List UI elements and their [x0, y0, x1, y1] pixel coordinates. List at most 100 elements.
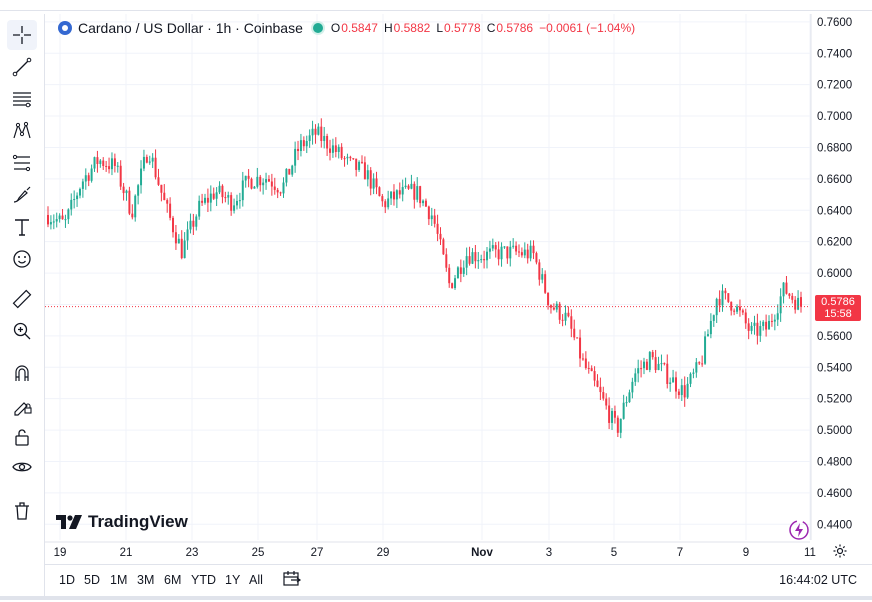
candle-body [532, 245, 535, 254]
candle-body [340, 146, 343, 159]
candle-body [448, 267, 451, 284]
candle-body [355, 158, 358, 170]
price-tick-label: 0.4400 [817, 519, 852, 531]
price-tick-label: 0.6800 [817, 142, 852, 154]
candle-body [674, 377, 677, 392]
candle-body [323, 135, 326, 141]
candle-body [721, 290, 724, 306]
ruler-icon[interactable] [7, 284, 37, 314]
candle-body [250, 178, 253, 189]
prediction-icon[interactable] [7, 148, 37, 178]
candle-body [782, 282, 785, 297]
candle-body [419, 186, 422, 204]
candle-body [648, 352, 651, 370]
candle-body [215, 192, 218, 199]
trash-icon[interactable] [7, 496, 37, 526]
candle-body [366, 170, 369, 180]
symbol-title[interactable]: Cardano / US Dollar · 1h · Coinbase [78, 20, 303, 36]
candle-body [517, 251, 520, 253]
range-6m[interactable]: 6M [164, 573, 182, 587]
candle-body [90, 168, 93, 181]
candle-body [483, 259, 486, 261]
text-icon[interactable] [7, 212, 37, 242]
candle-body [579, 337, 582, 359]
range-1d[interactable]: 1D [59, 573, 75, 587]
bottom-toolbar: 1D 5D 1M 3M 6M YTD 1Y All 16:44:02 UTC [45, 564, 872, 595]
emoji-icon[interactable] [7, 244, 37, 274]
candle-body [791, 295, 794, 300]
candle-body [218, 185, 221, 193]
time-tick-label: Nov [471, 547, 493, 559]
candle-body [797, 297, 800, 310]
candle-body [294, 148, 297, 166]
candle-body [326, 135, 329, 149]
candle-body [230, 195, 233, 211]
candle-body [422, 200, 425, 204]
time-tick-label: 25 [252, 547, 265, 559]
last-price-value: 0.5786 [821, 296, 855, 308]
pattern-icon[interactable] [7, 116, 37, 146]
range-5d[interactable]: 5D [84, 573, 100, 587]
candle-body [108, 166, 111, 170]
zoom-in-icon[interactable] [7, 316, 37, 346]
open-label: O [330, 21, 341, 35]
range-ytd[interactable]: YTD [191, 573, 216, 587]
go-to-date-icon[interactable] [282, 570, 302, 588]
open-value: 0.5847 [341, 21, 378, 35]
candle-body [140, 168, 143, 186]
candle-body [288, 168, 291, 175]
candle-body [267, 179, 270, 182]
eye-icon[interactable] [7, 452, 37, 482]
range-1m[interactable]: 1M [110, 573, 128, 587]
candle-body [616, 417, 619, 433]
price-axis[interactable]: 0.7600 0.7400 0.7200 0.7000 0.6800 0.6600 0.64… [810, 14, 852, 540]
brush-icon[interactable] [7, 180, 37, 210]
candle-body [195, 216, 198, 227]
lock-drawings-icon[interactable] [7, 390, 37, 420]
settings-gear-icon[interactable] [832, 543, 848, 559]
high-label: H [383, 21, 393, 35]
candle-body [680, 385, 683, 396]
candle-body [331, 145, 334, 153]
candle-body [189, 220, 192, 230]
candle-body [105, 165, 108, 167]
range-all[interactable]: All [249, 573, 263, 587]
price-tick-label: 0.4800 [817, 456, 852, 468]
candle-body [698, 362, 701, 364]
magnet-icon[interactable] [7, 358, 37, 388]
candle-body [55, 219, 58, 222]
candle-body [459, 267, 462, 274]
candle-body [715, 298, 718, 316]
time-axis[interactable]: 19 21 23 25 27 29 Nov 3 5 7 9 11 [45, 541, 816, 559]
candle-body [227, 195, 230, 198]
cardano-logo-icon[interactable] [58, 21, 72, 35]
trend-line-icon[interactable] [7, 52, 37, 82]
lightning-icon[interactable] [788, 519, 810, 541]
candle-body [503, 246, 506, 248]
candle-body [491, 245, 494, 249]
candle-body [241, 180, 244, 201]
candle-body [238, 200, 241, 202]
candle-body [570, 316, 573, 329]
range-3m[interactable]: 3M [137, 573, 155, 587]
utc-clock[interactable]: 16:44:02 UTC [779, 573, 857, 587]
range-1y[interactable]: 1Y [225, 573, 241, 587]
fib-retracement-icon[interactable] [7, 84, 37, 114]
crosshair-icon[interactable] [7, 20, 37, 50]
candle-body [358, 161, 361, 170]
candle-body [262, 182, 265, 186]
candle-body [677, 391, 680, 396]
candle-body [599, 386, 602, 393]
market-status-icon[interactable] [312, 23, 323, 33]
candle-body [590, 368, 593, 372]
candle-body [465, 256, 468, 268]
price-tick-label: 0.5200 [817, 394, 852, 406]
unlock-icon[interactable] [7, 422, 37, 452]
tradingview-logo[interactable]: TradingView [56, 512, 188, 532]
candle-body [494, 245, 497, 250]
candle-body [305, 141, 308, 147]
candle-body [669, 382, 672, 384]
candle-body [640, 368, 643, 370]
candle-body [78, 188, 81, 196]
